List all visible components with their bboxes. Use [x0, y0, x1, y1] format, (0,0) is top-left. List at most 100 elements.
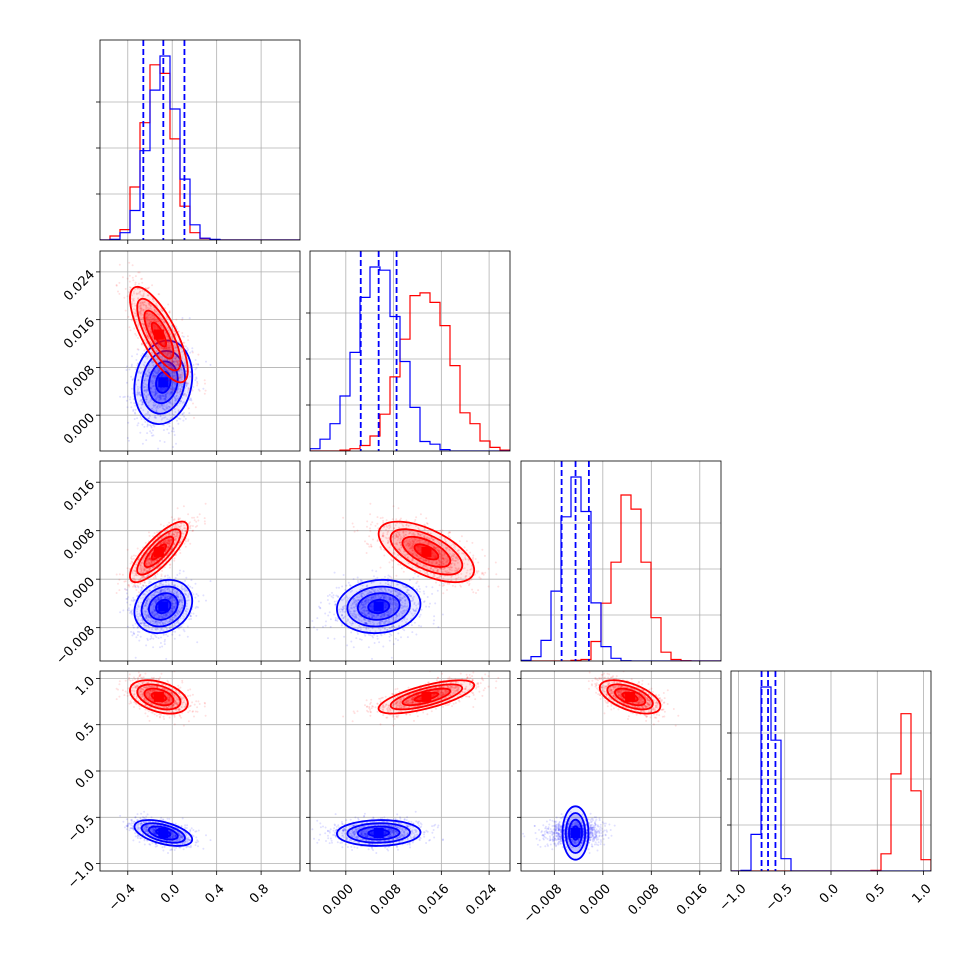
sample-point: [174, 333, 177, 336]
sample-point: [156, 628, 159, 631]
sample-point: [165, 395, 167, 398]
sample-point: [146, 384, 149, 387]
sample-point: [165, 368, 167, 371]
sample-point: [145, 610, 147, 613]
sample-point: [169, 349, 172, 351]
sample-point: [126, 365, 129, 368]
sample-point: [174, 357, 177, 359]
panel-0-0: [96, 39, 301, 244]
sample-point: [173, 360, 176, 363]
sample-point: [164, 398, 167, 401]
sample-point: [134, 586, 137, 589]
sample-point: [147, 319, 150, 322]
sample-point: [145, 396, 148, 399]
sample-point: [355, 637, 358, 640]
sample-point: [165, 626, 168, 629]
sample-point: [141, 317, 144, 320]
sample-point: [121, 573, 124, 576]
sample-point: [185, 393, 188, 396]
sample-point: [159, 394, 162, 397]
sample-point: [168, 576, 171, 579]
sample-point: [141, 401, 144, 404]
sample-point: [177, 376, 180, 379]
sample-point: [162, 525, 165, 527]
sample-point: [148, 322, 151, 325]
sample-point: [153, 375, 156, 378]
sample-point: [195, 377, 198, 380]
sample-point: [189, 527, 192, 530]
sample-point: [146, 386, 149, 389]
sample-point: [172, 389, 175, 392]
sample-point: [148, 616, 150, 619]
sample-point: [137, 591, 140, 594]
sample-point: [126, 625, 129, 628]
sample-point: [185, 607, 188, 610]
sample-point: [136, 424, 139, 427]
sample-point: [166, 370, 169, 373]
sample-point: [162, 398, 165, 400]
sample-point: [142, 295, 144, 298]
sample-point: [147, 404, 150, 407]
sample-point: [133, 554, 135, 557]
sample-point: [162, 350, 165, 353]
sample-point: [137, 325, 140, 328]
sample-point: [153, 346, 156, 349]
sample-point: [137, 585, 140, 588]
sample-point: [130, 297, 133, 300]
sample-point: [142, 381, 145, 384]
sample-point: [153, 377, 156, 380]
sample-point: [189, 351, 192, 354]
sample-point: [170, 596, 173, 599]
sample-point: [174, 606, 176, 609]
sample-point: [143, 379, 146, 382]
sample-point: [161, 309, 164, 312]
sample-point: [170, 363, 173, 366]
sample-point: [157, 370, 160, 373]
sample-point: [169, 617, 172, 620]
sample-point: [145, 315, 148, 318]
sample-point: [155, 406, 158, 409]
sample-point: [149, 381, 152, 384]
sample-point: [150, 343, 153, 346]
sample-point: [187, 513, 190, 516]
sample-point: [182, 505, 185, 508]
sample-point: [175, 347, 178, 349]
sample-point: [165, 619, 168, 622]
sample-point: [165, 347, 168, 350]
sample-point: [175, 350, 177, 353]
sample-point: [147, 393, 150, 396]
sample-point: [166, 359, 169, 361]
sample-point: [165, 369, 168, 372]
sample-point: [152, 535, 154, 538]
sample-point: [134, 622, 137, 625]
sample-point: [174, 358, 177, 361]
sample-point: [177, 362, 180, 365]
sample-point: [163, 321, 166, 324]
sample-point: [156, 613, 159, 616]
sample-point: [145, 394, 148, 397]
sample-point: [160, 405, 163, 408]
sample-point: [170, 362, 173, 364]
sample-point: [168, 596, 171, 599]
sample-point: [169, 352, 171, 355]
sample-point: [149, 621, 152, 624]
sample-point: [148, 531, 150, 534]
sample-point: [175, 442, 177, 445]
sample-point: [133, 402, 136, 405]
sample-point: [164, 347, 167, 350]
sample-point: [170, 516, 173, 519]
sample-point: [147, 325, 150, 328]
sample-point: [149, 638, 152, 641]
sample-point: [122, 396, 125, 399]
sample-point: [176, 394, 179, 397]
sample-point: [154, 601, 157, 604]
sample-point: [149, 330, 151, 332]
sample-point: [176, 354, 179, 357]
sample-point: [129, 612, 131, 614]
sample-point: [160, 596, 162, 598]
sample-point: [133, 327, 136, 330]
sample-point: [141, 620, 144, 623]
sample-point: [166, 418, 169, 421]
sample-point: [169, 361, 172, 364]
